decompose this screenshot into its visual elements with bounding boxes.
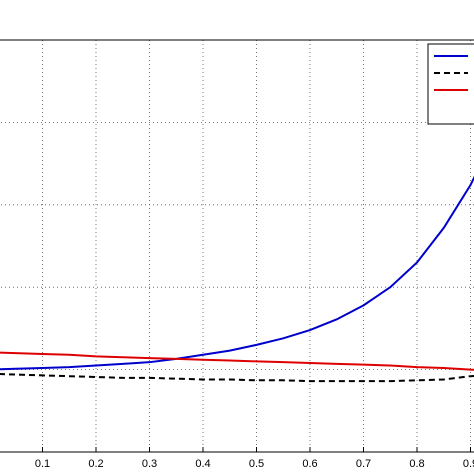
x-tick-label: 0.9 [463,458,474,470]
legend-box [427,43,474,125]
x-tick-label: 0.8 [409,458,424,470]
data-line [0,351,474,371]
x-tick-label: 0.6 [302,458,317,470]
x-tick-label: 0.2 [88,458,103,470]
data-line [0,175,474,371]
x-tick-label: 0.4 [195,458,210,470]
data-line [0,373,474,383]
plot-frame [0,39,474,453]
x-tick-label: 0.3 [142,458,157,470]
x-tick-label: 0.7 [356,458,371,470]
x-tick-label: 0.5 [249,458,264,470]
x-tick-label: 0.1 [35,458,50,470]
